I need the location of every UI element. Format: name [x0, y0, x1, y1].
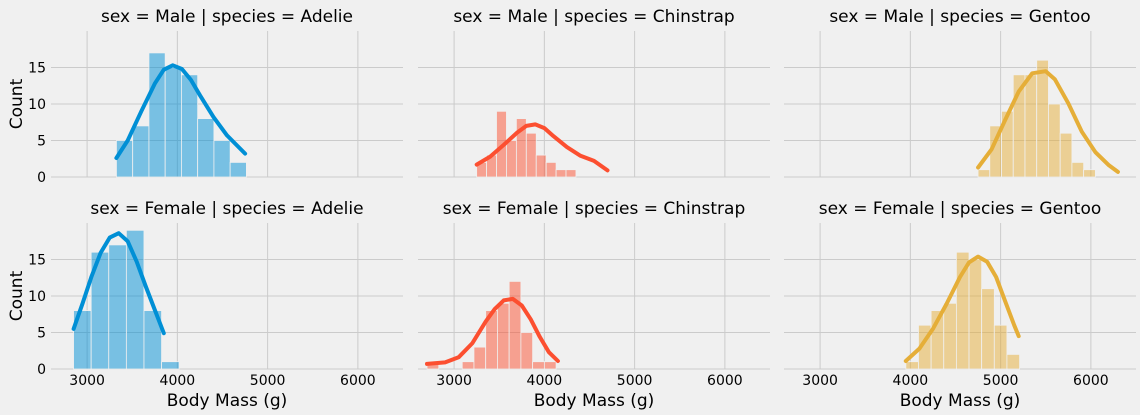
x-tick-label: 5000: [983, 373, 1019, 389]
histogram-bar: [461, 361, 475, 370]
histogram-bar: [981, 288, 995, 370]
histogram-bar: [161, 361, 180, 370]
histogram-bar: [473, 346, 487, 370]
histogram-bar: [943, 302, 957, 370]
histogram-bar: [506, 140, 517, 178]
facet-panel: sex = Male | species = Chinstrap: [418, 7, 770, 178]
y-tick-label: 0: [37, 362, 46, 378]
y-tick-label: 15: [28, 253, 46, 269]
x-tick-label: 3000: [69, 373, 105, 389]
panel-title: sex = Male | species = Adelie: [101, 7, 353, 27]
x-axis-label: Body Mass (g): [167, 391, 288, 411]
histogram-bar: [520, 332, 534, 370]
x-tick-label: 5000: [617, 373, 653, 389]
kde-curve: [114, 63, 248, 160]
kde-curve: [425, 296, 560, 366]
histogram-bar: [229, 161, 247, 178]
histogram-bar: [993, 324, 1008, 370]
histogram-bar: [197, 118, 215, 178]
histogram-bar: [525, 132, 537, 178]
panel-title: sex = Female | species = Chinstrap: [443, 199, 746, 219]
x-tick-label: 4000: [893, 373, 929, 389]
histogram-bar: [905, 361, 919, 370]
histogram-bar: [1048, 103, 1061, 178]
histogram-bar: [535, 154, 547, 178]
y-tick-label: 10: [28, 97, 46, 113]
x-tick-label: 6000: [707, 373, 743, 389]
x-tick-label: 3000: [436, 373, 472, 389]
histogram-bar: [143, 310, 162, 370]
histogram-bar: [555, 169, 567, 178]
y-tick-label: 0: [37, 170, 46, 186]
x-tick-label: 6000: [340, 373, 376, 389]
histogram-bar: [497, 302, 510, 370]
x-axis-label: Body Mass (g): [534, 391, 655, 411]
histogram-bar: [545, 161, 557, 178]
x-axis-label: Body Mass (g): [900, 391, 1021, 411]
panel-title: sex = Female | species = Adelie: [90, 199, 363, 219]
histogram-bar: [125, 229, 145, 370]
histogram-bar: [164, 67, 182, 178]
facet-panel: sex = Male | species = Gentoo: [784, 7, 1136, 178]
histogram-bar: [1006, 353, 1020, 370]
panel-title: sex = Male | species = Gentoo: [829, 7, 1090, 27]
x-tick-label: 6000: [1073, 373, 1109, 389]
histogram-bar: [213, 140, 231, 178]
histogram-bar: [1083, 169, 1096, 178]
panel-title: sex = Male | species = Chinstrap: [453, 7, 734, 27]
histogram-bar: [1024, 74, 1038, 178]
y-axis-label: Count: [7, 270, 27, 321]
y-axis-label: Count: [7, 78, 27, 129]
kde-curve: [71, 231, 166, 336]
facet-panel: sex = Female | species = Adelie 0 5 10 15Cou…: [7, 199, 403, 411]
histogram-bar: [1071, 161, 1085, 178]
histogram-bar: [565, 169, 577, 178]
x-tick-label: 3000: [802, 373, 838, 389]
histogram-bar: [977, 169, 991, 178]
facet-panel: sex = Female | species = Gentoo 3000 4000 5…: [784, 199, 1136, 411]
histogram-bar: [968, 259, 983, 370]
y-tick-label: 15: [28, 61, 46, 77]
x-tick-label: 4000: [527, 373, 563, 389]
kde-curve: [976, 69, 1120, 174]
y-tick-label: 5: [37, 134, 46, 150]
histogram-bar: [1036, 59, 1049, 178]
x-tick-label: 5000: [250, 373, 286, 389]
panel-title: sex = Female | species = Gentoo: [819, 199, 1102, 219]
x-tick-label: 4000: [160, 373, 196, 389]
kde-curve: [474, 122, 610, 173]
y-tick-label: 5: [37, 326, 46, 342]
histogram-bar: [108, 244, 127, 370]
y-tick-label: 10: [28, 289, 46, 305]
histogram-bar: [1059, 132, 1073, 178]
histogram-bar: [132, 125, 150, 178]
histogram-bar: [543, 361, 557, 370]
histogram-bar: [532, 361, 545, 370]
kde-curve: [903, 254, 1021, 363]
histogram-bar: [508, 280, 522, 370]
facet-panel: sex = Female | species = Chinstrap 3000 40…: [418, 199, 770, 411]
